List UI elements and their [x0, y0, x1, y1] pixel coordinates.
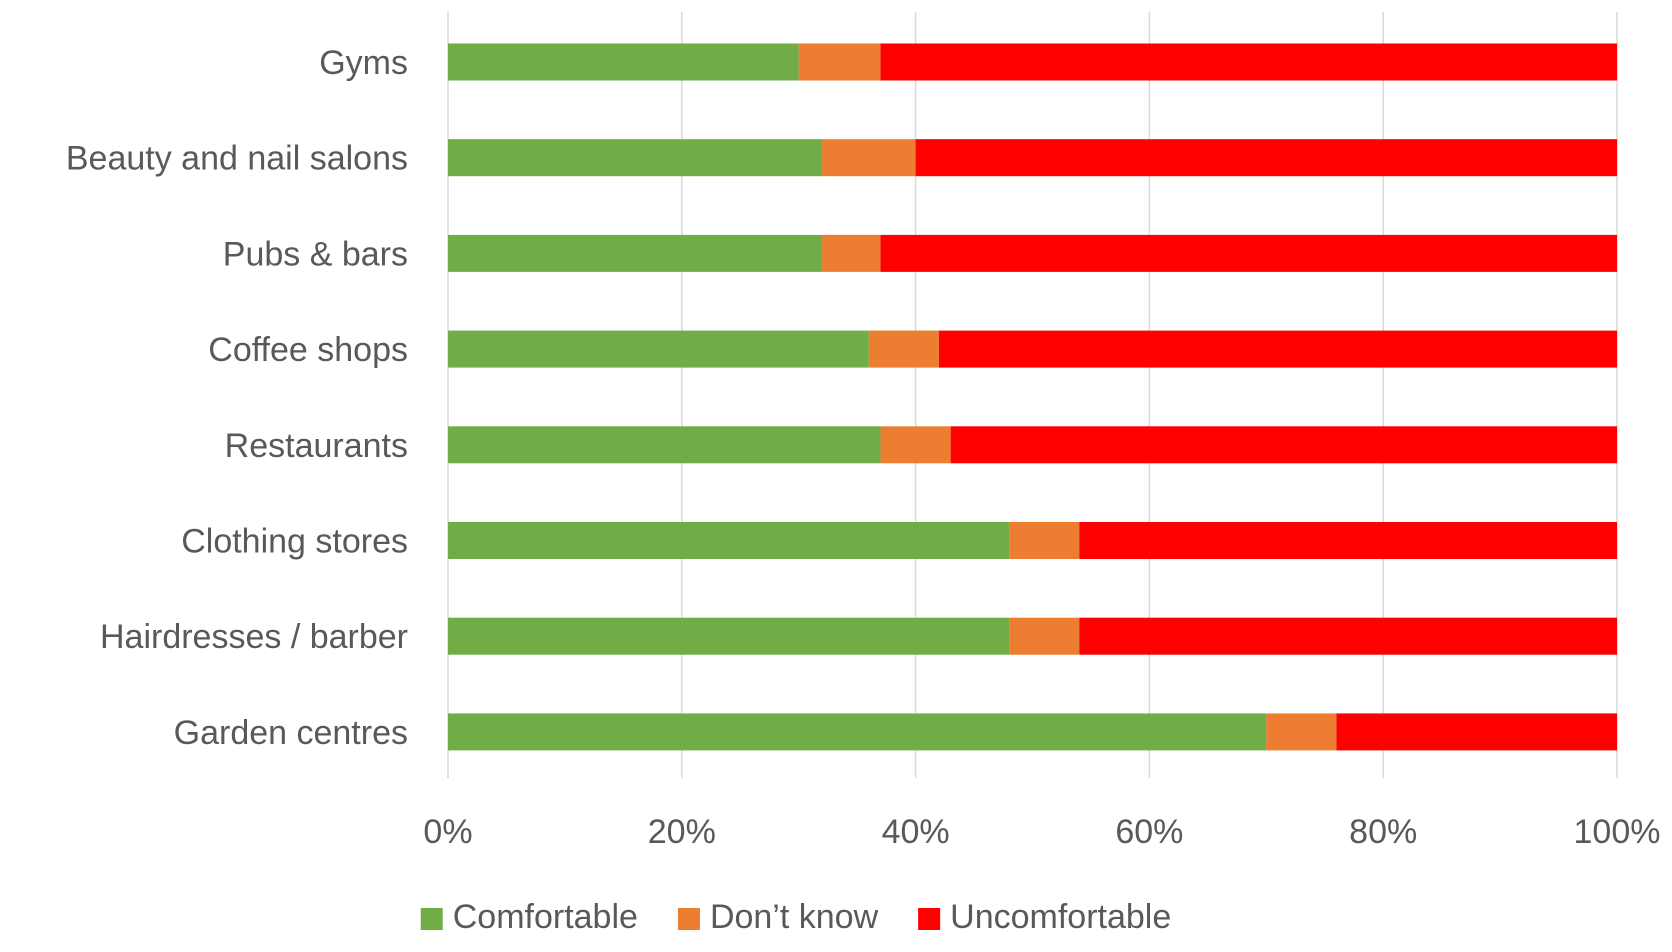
- bar-uncomfortable-4: [950, 426, 1617, 464]
- bar-uncomfortable-6: [1079, 617, 1617, 655]
- bar-don-t-know-6: [1009, 617, 1080, 655]
- legend: Comfortable Don’t know Uncomfortable: [420, 898, 1171, 936]
- legend-swatch-don-t-know: [677, 908, 700, 930]
- x-tick-label-1: 20%: [648, 813, 716, 851]
- bar-comfortable-5: [448, 522, 1010, 559]
- bars: [448, 43, 1617, 751]
- x-tick-label-5: 100%: [1574, 813, 1661, 851]
- x-tick-label-3: 60%: [1115, 813, 1183, 851]
- category-label-4: Restaurants: [225, 427, 408, 465]
- bar-don-t-know-5: [1009, 522, 1080, 559]
- bar-don-t-know-7: [1266, 713, 1337, 751]
- category-label-3: Coffee shops: [208, 331, 408, 369]
- category-label-1: Beauty and nail salons: [66, 140, 408, 178]
- gridlines: [447, 12, 1618, 778]
- bar-don-t-know-4: [880, 426, 951, 464]
- bar-comfortable-6: [448, 617, 1010, 655]
- category-label-7: Garden centres: [174, 714, 408, 752]
- legend-label-don-t-know: Don’t know: [710, 898, 879, 936]
- bar-uncomfortable-1: [915, 139, 1617, 177]
- bar-don-t-know-3: [868, 330, 939, 368]
- bar-don-t-know-1: [822, 139, 916, 177]
- x-tick-label-2: 40%: [882, 813, 950, 851]
- bar-uncomfortable-3: [938, 330, 1617, 368]
- bar-uncomfortable-0: [880, 43, 1617, 81]
- x-tick-label-4: 80%: [1349, 813, 1417, 851]
- legend-label-uncomfortable: Uncomfortable: [950, 898, 1171, 936]
- category-label-6: Hairdresses / barber: [100, 618, 408, 656]
- x-axis-tick-labels: 0% 20% 40% 60% 80% 100%: [423, 813, 1660, 851]
- bar-uncomfortable-2: [880, 234, 1617, 272]
- category-label-0: Gyms: [319, 44, 408, 82]
- legend-swatch-uncomfortable: [918, 908, 941, 930]
- category-labels: Gyms Beauty and nail salons Pubs & bars Cof…: [66, 44, 408, 752]
- bar-comfortable-2: [448, 234, 823, 272]
- legend-swatch-comfortable: [420, 908, 443, 930]
- category-label-2: Pubs & bars: [223, 235, 408, 273]
- bar-comfortable-0: [448, 43, 799, 81]
- bar-comfortable-4: [448, 426, 881, 464]
- bar-comfortable-1: [448, 139, 823, 177]
- legend-label-comfortable: Comfortable: [453, 898, 638, 936]
- bar-uncomfortable-7: [1336, 713, 1617, 751]
- bar-uncomfortable-5: [1079, 522, 1617, 559]
- bar-don-t-know-2: [822, 234, 881, 272]
- bar-comfortable-7: [448, 713, 1267, 751]
- bar-comfortable-3: [448, 330, 869, 368]
- bar-don-t-know-0: [798, 43, 881, 81]
- x-tick-label-0: 0%: [423, 813, 472, 851]
- category-label-5: Clothing stores: [181, 523, 408, 561]
